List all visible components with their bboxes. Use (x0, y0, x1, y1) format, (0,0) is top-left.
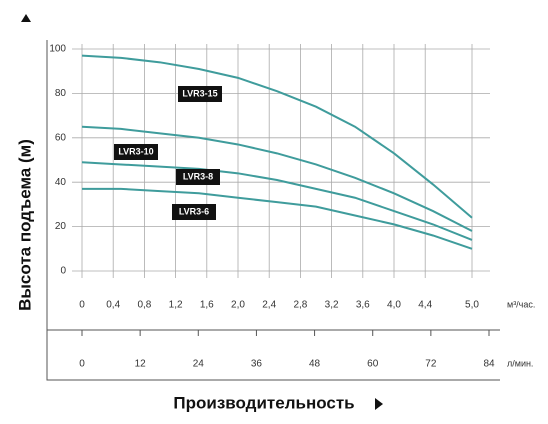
label-box (114, 144, 158, 160)
label-box (172, 204, 216, 220)
curve (81, 54, 473, 219)
x-axis-title: Производительность (173, 393, 354, 412)
curve-label: LVR3-15 (178, 86, 222, 102)
label-box (178, 86, 222, 102)
series-label: LVR3-8 (183, 171, 213, 181)
curve-label: LVR3-8 (176, 169, 220, 185)
x2-unit: л/мин. (507, 358, 533, 368)
series-label: LVR3-10 (118, 146, 153, 156)
y-tick-label: 100 (49, 44, 66, 55)
x-tick-label: 0,4 (106, 300, 120, 311)
curve (82, 187, 473, 250)
x-tick-label: 2,4 (262, 300, 276, 311)
series-label: LVR3-15 (182, 88, 217, 98)
x-tick-label: 2,8 (293, 300, 307, 311)
frame (46, 40, 500, 381)
x2-tick-label: 0 (79, 359, 85, 370)
x-tick-label: 0 (79, 300, 85, 311)
x-tick-label: 5,0 (465, 300, 479, 311)
x2-tick-label: 24 (193, 359, 205, 370)
y-tick-label: 80 (55, 88, 67, 99)
x-tick-label: 1,2 (169, 300, 183, 311)
curve-label: LVR3-6 (172, 204, 216, 220)
y-axis-title: Высота подъема (м) (15, 139, 34, 311)
x-tick-label: 4,0 (387, 300, 401, 311)
x-tick-label: 4,4 (418, 300, 432, 311)
x-tick-label: 3,6 (356, 300, 370, 311)
x2-tick-label: 84 (483, 359, 495, 370)
y-tick-label: 20 (55, 221, 67, 232)
x-unit: м³/час. (507, 299, 535, 309)
x-tick-label: 0,8 (137, 300, 151, 311)
x2-tick-label: 72 (425, 359, 437, 370)
x-arrow (375, 398, 383, 410)
series-label: LVR3-6 (179, 206, 209, 216)
y-tick-label: 40 (55, 177, 67, 188)
x-tick-label: 1,6 (200, 300, 214, 311)
curve-label: LVR3-10 (114, 144, 158, 160)
x2-tick-label: 48 (309, 359, 321, 370)
curve (81, 161, 473, 241)
x-tick-label: 3,2 (325, 300, 339, 311)
x-tick-label: 2,0 (231, 300, 245, 311)
x2-tick-label: 60 (367, 359, 379, 370)
y-tick-label: 0 (60, 266, 66, 277)
y-tick-label: 60 (55, 132, 67, 143)
label-box (176, 169, 220, 185)
curve (81, 125, 473, 232)
x2-tick-label: 36 (251, 359, 263, 370)
x2-tick-label: 12 (135, 359, 147, 370)
y-arrow (21, 14, 31, 22)
